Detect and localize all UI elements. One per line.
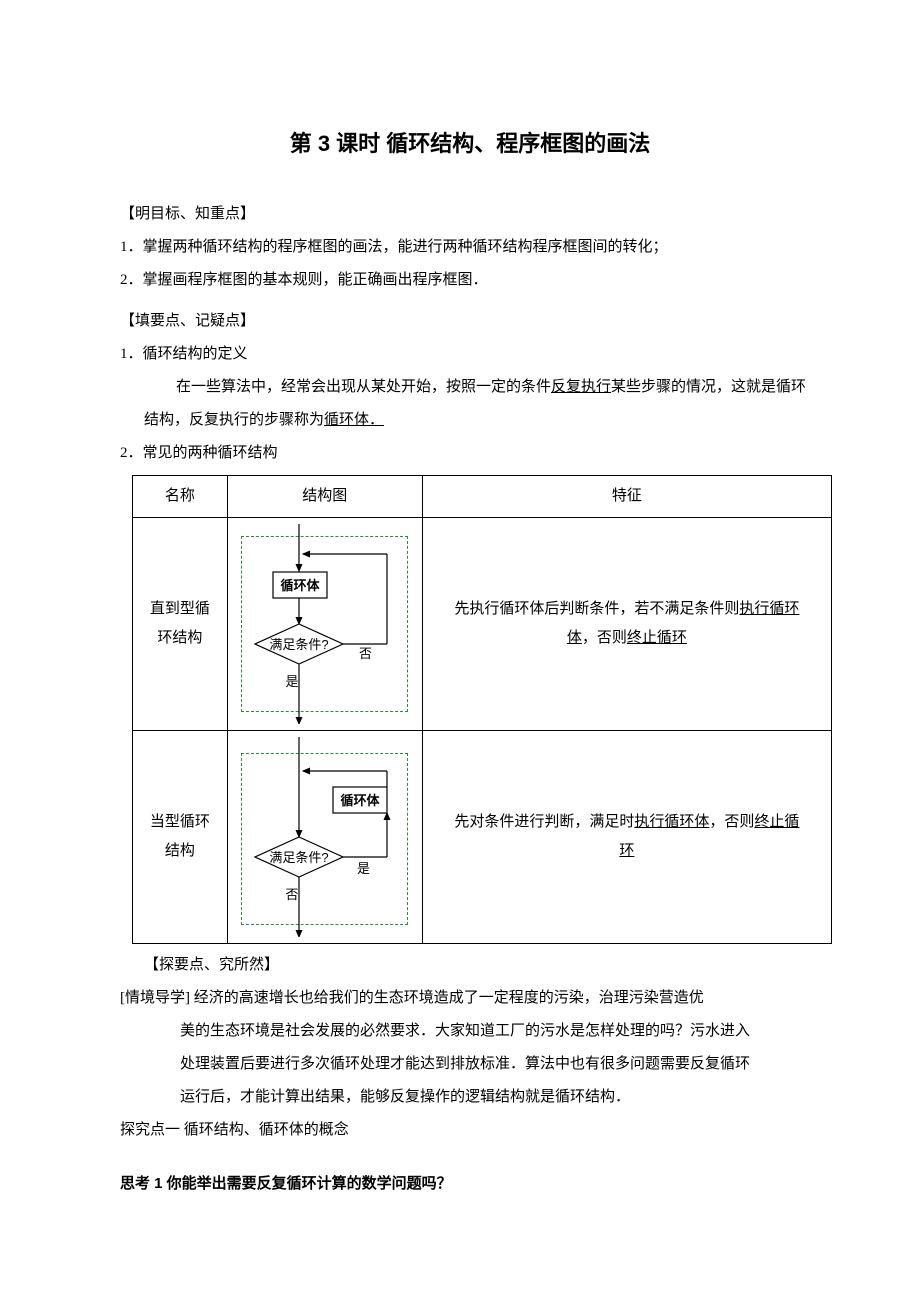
dashed-frame [241,753,408,925]
scene-intro-line3: 处理装置后要进行多次循环处理才能达到排放标准．算法中也有很多问题需要反复循环 [180,1048,820,1081]
th-feature: 特征 [422,476,831,518]
point-1-title: 1．循环结构的定义 [120,338,820,371]
row1-diagram: 循环体 满足条件? 否 是 [227,517,422,730]
objective-2: 2．掌握画程序框图的基本规则，能正确画出程序框图． [120,264,820,297]
loop-structure-table: 名称 结构图 特征 直到型循环结构 循环体 [132,475,832,944]
table-row: 直到型循环结构 循环体 满足条件? [133,517,832,730]
th-diagram: 结构图 [227,476,422,518]
p1-text-a: 在一些算法中，经常会出现从某处开始，按照一定的条件 [176,379,551,395]
row2-diagram: 循环体 满足条件? 是 否 [227,730,422,943]
point-1-text: 在一些算法中，经常会出现从某处开始，按照一定的条件反复执行某些步骤的情况，这就是… [144,371,820,437]
section-header-2: 【填要点、记疑点】 [120,305,820,338]
table-row: 当型循环结构 循环体 满足条件? [133,730,832,943]
p1-underline-2: 循环体． [324,412,384,428]
table-header-row: 名称 结构图 特征 [133,476,832,518]
row2-name: 当型循环结构 [133,730,228,943]
section-header-1: 【明目标、知重点】 [120,198,820,231]
row1-feature: 先执行循环体后判断条件，若不满足条件则执行循环体，否则终止循环 [422,517,831,730]
th-name: 名称 [133,476,228,518]
point-2-title: 2．常见的两种循环结构 [120,437,820,470]
p1-underline-1: 反复执行 [551,379,611,395]
row2-feature: 先对条件进行判断，满足时执行循环体，否则终止循环 [422,730,831,943]
think-1: 思考 1 你能举出需要反复循环计算的数学问题吗？ [120,1167,820,1201]
scene-intro-line4: 运行后，才能计算出结果，能够反复操作的逻辑结构就是循环结构． [180,1081,820,1114]
scene-intro-line2: 美的生态环境是社会发展的必然要求．大家知道工厂的污水是怎样处理的吗？污水进入 [180,1015,820,1048]
dashed-frame [241,536,408,712]
row1-name: 直到型循环结构 [133,517,228,730]
page-title: 第 3 课时 循环结构、程序框图的画法 [120,120,820,168]
section-header-3: 【探要点、究所然】 [144,949,820,982]
explore-point-1: 探究点一 循环结构、循环体的概念 [120,1114,820,1147]
objective-1: 1．掌握两种循环结构的程序框图的画法，能进行两种循环结构程序框图间的转化； [120,231,820,264]
scene-intro-line1: [情境导学] 经济的高速增长也给我们的生态环境造成了一定程度的污染，治理污染营造… [120,982,820,1015]
